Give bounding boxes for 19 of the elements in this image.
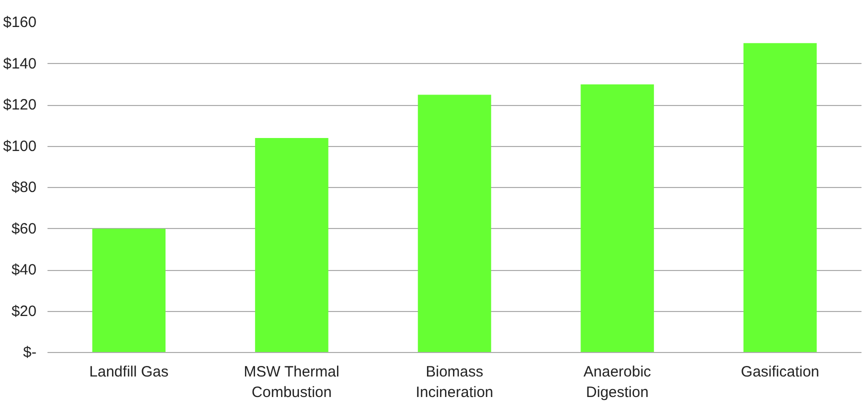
y-tick-label: $60 — [11, 220, 37, 238]
x-tick-label: Anaerobic Digestion — [584, 364, 652, 401]
y-tick-label: $100 — [3, 138, 37, 155]
bar — [418, 94, 492, 352]
y-tick-label: $120 — [3, 96, 37, 114]
y-tick-label: $140 — [3, 55, 37, 72]
bar — [255, 138, 328, 352]
y-tick-label: $80 — [11, 179, 37, 196]
y-tick-label: $- — [23, 344, 37, 361]
y-tick-label: $40 — [11, 262, 37, 278]
bar — [743, 43, 817, 352]
x-tick-label: Landfill Gas — [89, 364, 169, 380]
y-tick-label: $20 — [11, 302, 37, 320]
bar — [92, 228, 166, 352]
x-tick-label: Gasification — [740, 364, 820, 380]
y-tick-label: $160 — [3, 14, 37, 31]
bar — [580, 84, 654, 352]
x-tick-label: Biomass Incineration — [416, 364, 494, 401]
x-tick-label: MSW Thermal Combustion — [244, 364, 340, 401]
